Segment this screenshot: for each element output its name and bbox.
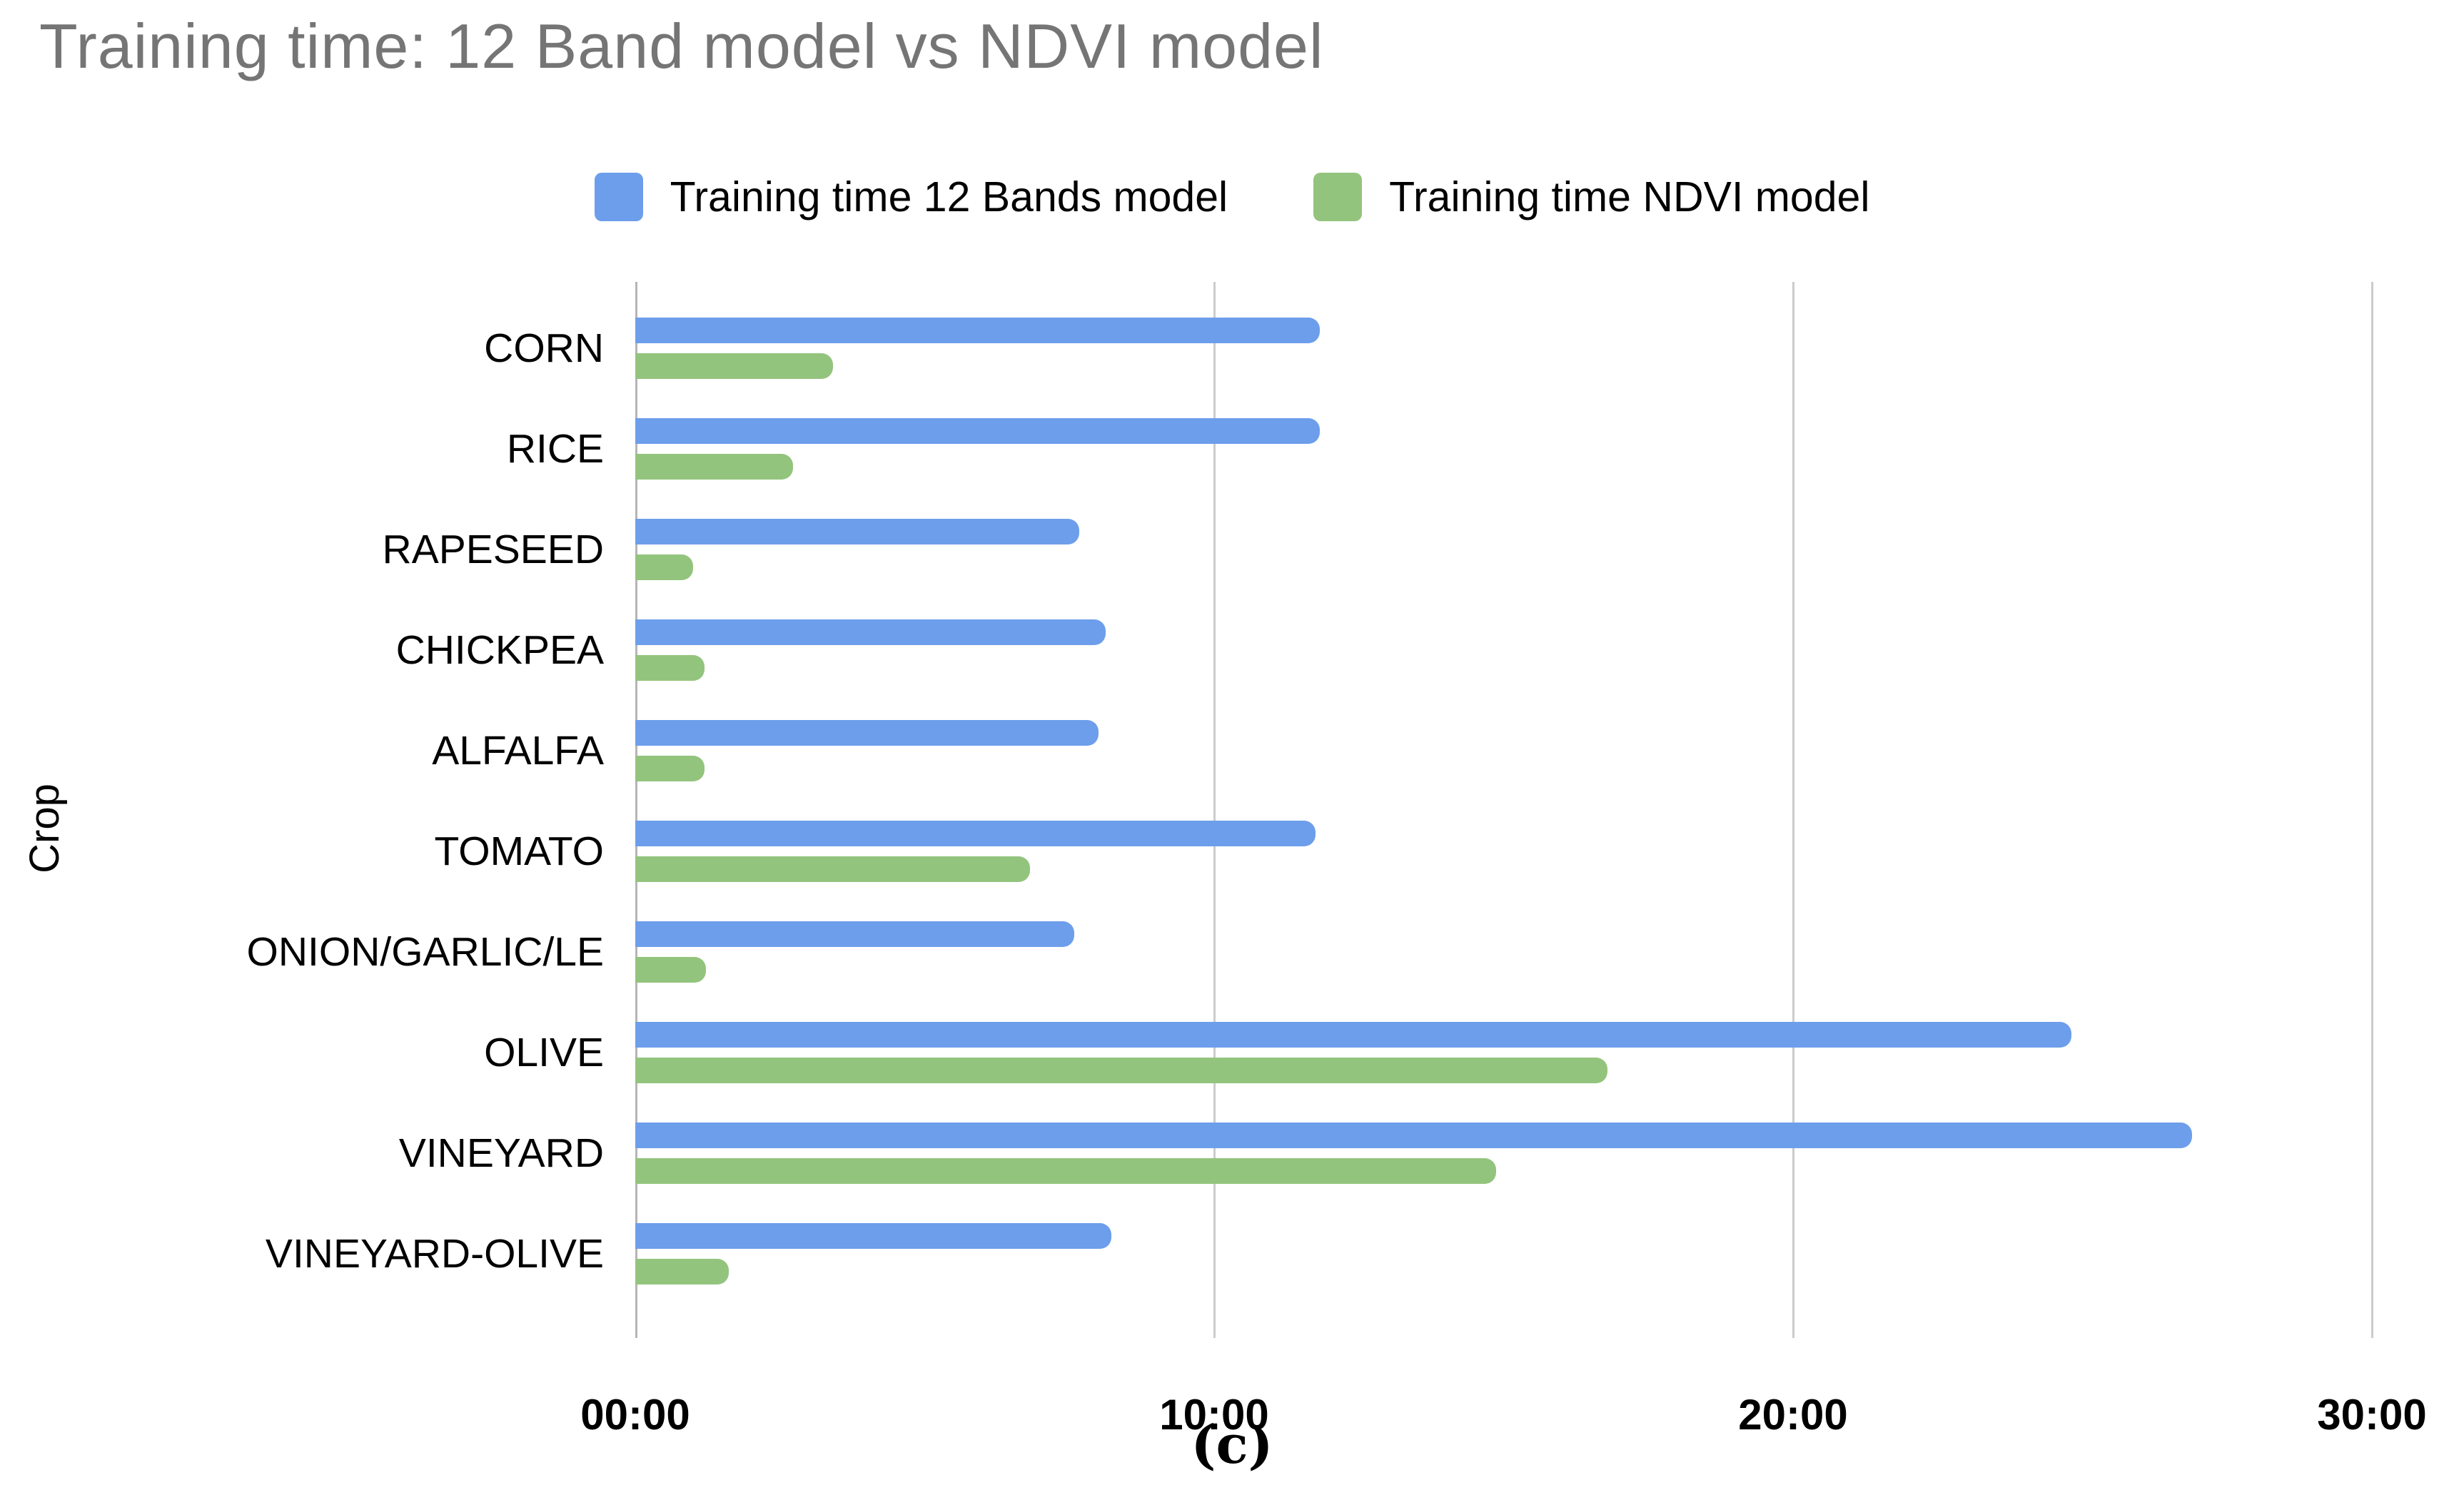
bar-ndvi-alfalfa: [635, 755, 705, 781]
category-label: RAPESEED: [382, 526, 604, 572]
bar-group-olive: [635, 1002, 2463, 1103]
bar-12band-rapeseed: [635, 518, 1079, 544]
bar-ndvi-onion-garlic-le: [635, 956, 706, 983]
category-label: VINEYARD: [398, 1130, 604, 1176]
bar-12band-vineyard: [635, 1122, 2192, 1148]
bar-12band-rice: [635, 417, 1320, 444]
bar-12band-chickpea: [635, 619, 1106, 645]
bar-ndvi-vineyard-olive: [635, 1258, 729, 1284]
legend-swatch-12band: [594, 173, 643, 221]
bar-12band-corn: [635, 317, 1320, 343]
bar-group-tomato: [635, 801, 2463, 901]
bar-group-rice: [635, 398, 2463, 499]
category-label: CORN: [484, 325, 604, 371]
category-labels: CORN RICE RAPESEED CHICKPEA ALFALFA TOMATO ONI…: [0, 298, 618, 1304]
bar-group-vineyard: [635, 1103, 2463, 1203]
category-label-row-vineyard-olive: VINEYARD-OLIVE: [0, 1203, 618, 1304]
category-label: TOMATO: [434, 828, 604, 874]
bar-ndvi-corn: [635, 353, 833, 379]
x-tick-3000: 30:00: [2317, 1391, 2427, 1439]
gridline-1000: [1213, 282, 1216, 1338]
bar-12band-onion-garlic-le: [635, 921, 1074, 947]
bar-group-alfalfa: [635, 700, 2463, 801]
bar-12band-tomato: [635, 820, 1316, 846]
category-label-row-corn: CORN: [0, 298, 618, 398]
category-label-row-tomato: TOMATO: [0, 801, 618, 901]
category-label: CHICKPEA: [395, 627, 604, 673]
category-label-row-onion-garlic-le: ONION/GARLIC/LE: [0, 901, 618, 1002]
legend-item-12band: Training time 12 Bands model: [594, 173, 1228, 221]
bar-12band-alfalfa: [635, 719, 1099, 746]
legend-label-ndvi: Training time NDVI model: [1389, 173, 1870, 221]
category-label: VINEYARD-OLIVE: [265, 1230, 604, 1277]
category-label: ONION/GARLIC/LE: [246, 928, 604, 975]
category-label: RICE: [506, 425, 604, 472]
bar-ndvi-olive: [635, 1057, 1607, 1083]
category-label-row-olive: OLIVE: [0, 1002, 618, 1103]
category-label: ALFALFA: [432, 727, 604, 774]
legend-swatch-ndvi: [1313, 173, 1363, 221]
x-tick-0000: 00:00: [580, 1391, 690, 1439]
bar-ndvi-tomato: [635, 856, 1030, 882]
category-label-row-vineyard: VINEYARD: [0, 1103, 618, 1203]
bar-ndvi-rice: [635, 453, 793, 480]
chart-title: Training time: 12 Band model vs NDVI mod…: [39, 11, 1324, 81]
category-label-row-rapeseed: RAPESEED: [0, 499, 618, 599]
bar-group-onion-garlic-le: [635, 901, 2463, 1002]
plot-area: [635, 282, 2463, 1338]
gridline-3000: [2371, 282, 2373, 1338]
bar-group-chickpea: [635, 599, 2463, 700]
bar-ndvi-rapeseed: [635, 554, 693, 580]
category-label-row-chickpea: CHICKPEA: [0, 599, 618, 700]
category-label-row-alfalfa: ALFALFA: [0, 700, 618, 801]
bar-group-corn: [635, 298, 2463, 398]
bar-group-rapeseed: [635, 499, 2463, 599]
category-label: OLIVE: [484, 1029, 604, 1075]
bars-layer: [635, 298, 2463, 1304]
bar-ndvi-vineyard: [635, 1157, 1496, 1184]
bar-ndvi-chickpea: [635, 654, 705, 681]
bar-group-vineyard-olive: [635, 1203, 2463, 1304]
bar-12band-olive: [635, 1021, 2071, 1048]
legend-label-12band: Training time 12 Bands model: [670, 173, 1228, 221]
x-tick-2000: 20:00: [1738, 1391, 1848, 1439]
subfigure-caption: (c): [1191, 1414, 1273, 1476]
bar-12band-vineyard-olive: [635, 1222, 1111, 1249]
legend-item-ndvi: Training time NDVI model: [1313, 173, 1869, 221]
x-tick-1000: 10:00: [1159, 1391, 1269, 1439]
category-label-row-rice: RICE: [0, 398, 618, 499]
gridline-0000: [635, 282, 637, 1338]
legend: Training time 12 Bands model Training ti…: [0, 173, 2464, 221]
gridline-2000: [1792, 282, 1794, 1338]
